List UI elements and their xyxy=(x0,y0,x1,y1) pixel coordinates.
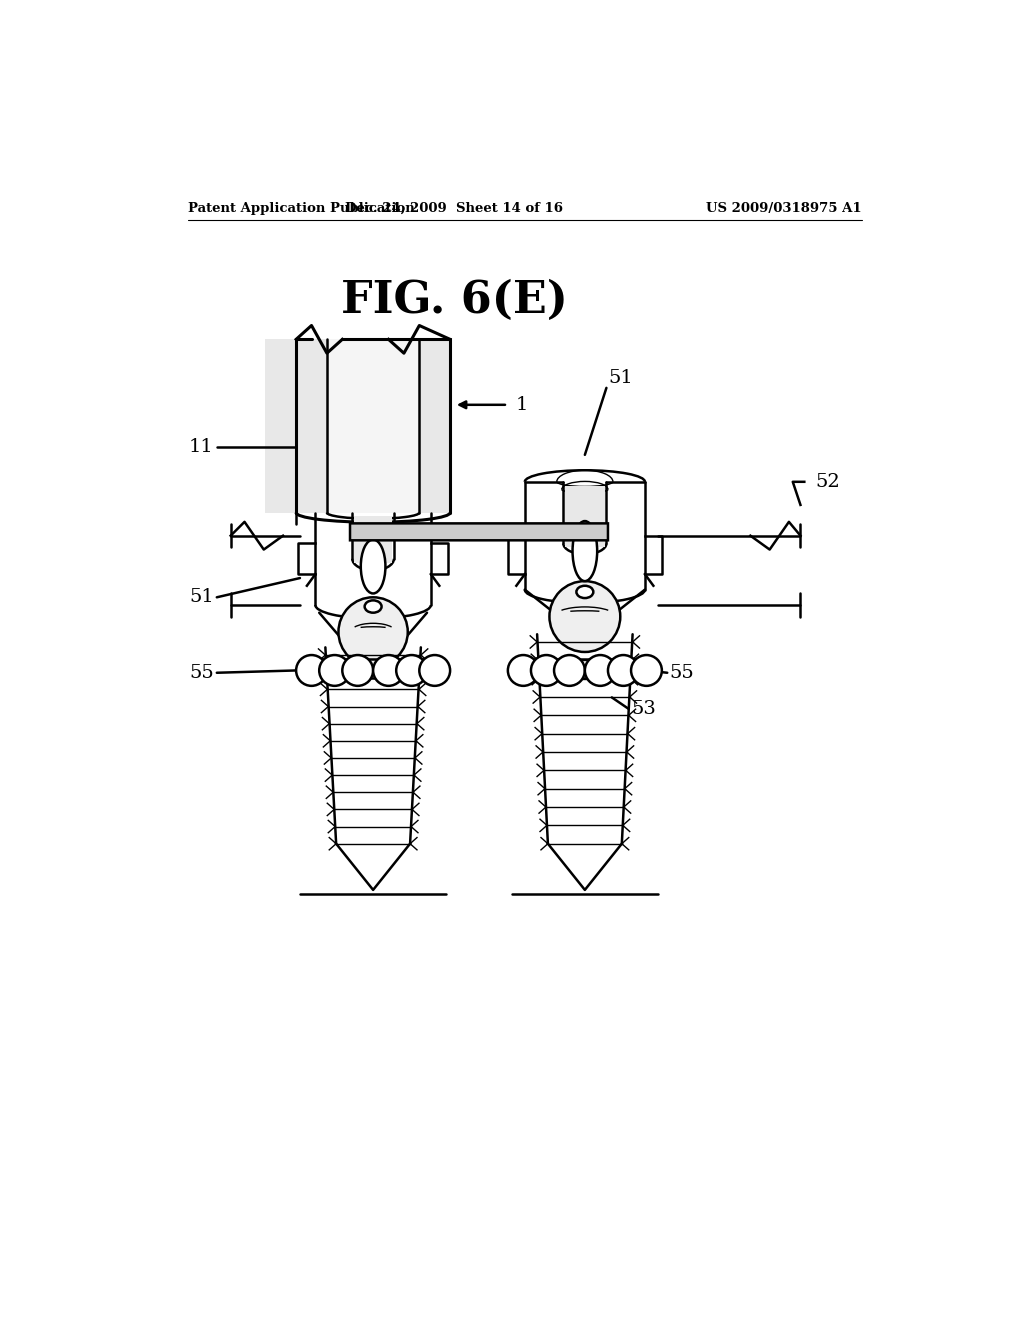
Text: 11: 11 xyxy=(189,438,214,457)
Circle shape xyxy=(419,655,451,686)
FancyBboxPatch shape xyxy=(350,524,608,540)
Circle shape xyxy=(631,655,662,686)
Ellipse shape xyxy=(577,586,593,598)
Text: 55: 55 xyxy=(670,664,694,681)
Bar xyxy=(327,339,419,512)
Text: Patent Application Publication: Patent Application Publication xyxy=(188,202,415,215)
Text: 53: 53 xyxy=(631,700,656,718)
Text: Dec. 24, 2009  Sheet 14 of 16: Dec. 24, 2009 Sheet 14 of 16 xyxy=(345,202,563,215)
Circle shape xyxy=(339,597,408,667)
Circle shape xyxy=(342,655,373,686)
Circle shape xyxy=(296,655,327,686)
Bar xyxy=(354,516,392,562)
Circle shape xyxy=(608,655,639,686)
Ellipse shape xyxy=(572,521,597,581)
Circle shape xyxy=(396,655,427,686)
Bar xyxy=(265,339,296,512)
Ellipse shape xyxy=(360,540,385,594)
Circle shape xyxy=(531,655,562,686)
Text: 51: 51 xyxy=(189,589,214,606)
Bar xyxy=(419,339,451,512)
Text: 51: 51 xyxy=(608,368,633,387)
Circle shape xyxy=(554,655,585,686)
Circle shape xyxy=(373,655,403,686)
Text: 1: 1 xyxy=(515,396,528,413)
Text: FIG. 6(E): FIG. 6(E) xyxy=(341,280,567,322)
Circle shape xyxy=(585,655,615,686)
Bar xyxy=(296,339,327,512)
Ellipse shape xyxy=(365,601,382,612)
Circle shape xyxy=(550,581,621,652)
Circle shape xyxy=(508,655,539,686)
Text: 52: 52 xyxy=(816,473,841,491)
Bar xyxy=(565,486,605,548)
Circle shape xyxy=(319,655,350,686)
Text: US 2009/0318975 A1: US 2009/0318975 A1 xyxy=(707,202,862,215)
Text: 55: 55 xyxy=(189,664,214,681)
